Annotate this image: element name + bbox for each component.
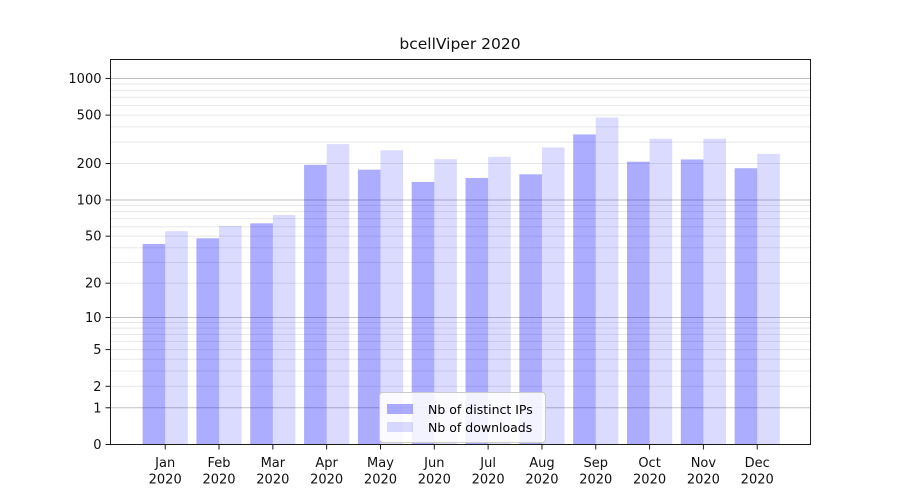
y-tick-label: 1 — [93, 401, 101, 416]
bar-downloads-feb — [219, 225, 242, 445]
bar-distinct-ips-sep — [573, 134, 596, 445]
bar-distinct-ips-aug — [519, 174, 542, 445]
x-tick-label-year: 2020 — [472, 473, 505, 488]
legend-row-downloads: Nb of downloads — [387, 419, 537, 435]
x-tick-label-month: Mar — [261, 456, 286, 471]
bar-distinct-ips-mar — [250, 223, 273, 445]
bar-downloads-jun — [434, 159, 457, 445]
y-tick-label: 1000 — [68, 72, 101, 87]
y-tick-label: 0 — [93, 438, 101, 453]
legend: Nb of distinct IPs Nb of downloads — [379, 392, 546, 443]
bar-distinct-ips-may — [357, 169, 381, 445]
x-tick-label-month: Nov — [691, 456, 717, 471]
x-tick-label-month: Apr — [315, 456, 338, 471]
bar-downloads-jul — [488, 156, 511, 445]
bar-downloads-oct — [649, 138, 673, 445]
x-tick-label-month: Jul — [479, 456, 496, 471]
y-tick-label: 50 — [85, 230, 102, 245]
bar-distinct-ips-jul — [465, 177, 489, 445]
x-tick-label-month: Sep — [584, 456, 609, 471]
x-tick-label-month: May — [367, 456, 394, 471]
y-tick-label: 200 — [77, 157, 102, 172]
x-tick-label-year: 2020 — [633, 473, 666, 488]
bar-distinct-ips-nov — [680, 159, 704, 445]
x-tick-label-year: 2020 — [310, 473, 343, 488]
legend-label-distinct-ips: Nb of distinct IPs — [428, 401, 533, 417]
y-tick-label: 500 — [77, 109, 102, 124]
y-tick-label: 10 — [85, 311, 102, 326]
x-tick-label-month: Jun — [423, 456, 444, 471]
x-tick-label-year: 2020 — [364, 473, 397, 488]
x-tick-label-year: 2020 — [418, 473, 451, 488]
x-tick-label-year: 2020 — [687, 473, 720, 488]
y-tick-label: 2 — [93, 380, 101, 395]
bar-downloads-aug — [541, 147, 565, 445]
x-tick-label-month: Jan — [154, 456, 175, 471]
bar-downloads-nov — [703, 138, 726, 445]
x-tick-label-year: 2020 — [149, 473, 182, 488]
plot-frame — [110, 59, 811, 445]
x-tick-label-month: Aug — [529, 456, 554, 471]
legend-swatch-distinct-ips — [387, 403, 413, 415]
bar-distinct-ips-dec — [734, 168, 758, 445]
bar-downloads-dec — [757, 153, 780, 445]
y-tick-label: 100 — [77, 193, 102, 208]
bar-distinct-ips-jun — [411, 181, 435, 445]
bar-downloads-sep — [595, 117, 619, 445]
bar-downloads-mar — [272, 215, 296, 445]
bar-distinct-ips-jan — [142, 243, 166, 445]
x-tick-label-year: 2020 — [525, 473, 558, 488]
bar-distinct-ips-apr — [304, 164, 327, 445]
bar-distinct-ips-feb — [196, 238, 220, 445]
x-tick-label-month: Oct — [638, 456, 660, 471]
legend-row-distinct-ips: Nb of distinct IPs — [387, 401, 537, 417]
x-tick-label-year: 2020 — [741, 473, 774, 488]
bar-downloads-apr — [326, 144, 350, 445]
bar-downloads-may — [380, 150, 404, 445]
bar-downloads-jan — [165, 231, 188, 445]
y-tick-label: 5 — [93, 343, 101, 358]
x-tick-label-year: 2020 — [202, 473, 235, 488]
x-tick-label-month: Dec — [745, 456, 770, 471]
chart-title: bcellViper 2020 — [399, 35, 521, 53]
legend-label-downloads: Nb of downloads — [428, 419, 533, 435]
x-tick-label-year: 2020 — [256, 473, 289, 488]
legend-swatch-downloads — [387, 421, 413, 433]
y-tick-label: 20 — [85, 277, 102, 292]
x-tick-label-year: 2020 — [579, 473, 612, 488]
x-tick-label-month: Feb — [208, 456, 231, 471]
bar-distinct-ips-oct — [626, 161, 650, 445]
